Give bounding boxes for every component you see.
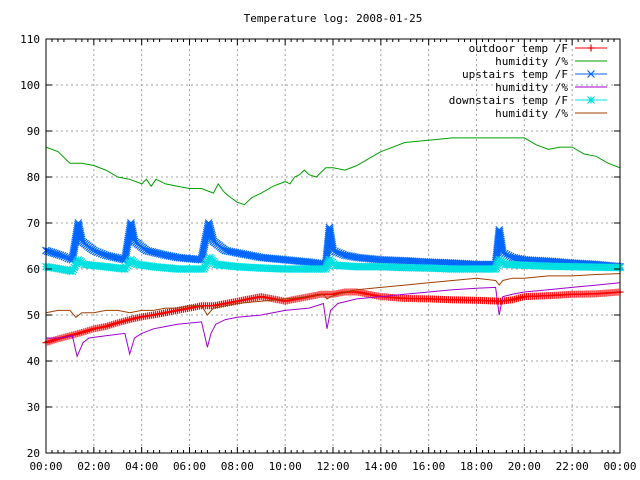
x-tick-label: 00:00 bbox=[603, 460, 636, 473]
data-point bbox=[587, 70, 595, 78]
x-tick-label: 06:00 bbox=[173, 460, 206, 473]
data-point bbox=[321, 265, 330, 273]
x-tick-label: 12:00 bbox=[316, 460, 349, 473]
x-tick-label: 04:00 bbox=[125, 460, 158, 473]
x-tick-label: 14:00 bbox=[364, 460, 397, 473]
x-tick-label: 02:00 bbox=[77, 460, 110, 473]
y-tick-label: 90 bbox=[27, 125, 40, 138]
data-point bbox=[323, 261, 332, 270]
x-tick-label: 16:00 bbox=[412, 460, 445, 473]
data-point bbox=[201, 261, 210, 270]
data-point bbox=[93, 248, 102, 257]
data-point bbox=[60, 252, 69, 261]
y-tick-label: 80 bbox=[27, 171, 40, 184]
data-point bbox=[69, 265, 78, 274]
data-point bbox=[337, 249, 345, 258]
data-point bbox=[89, 246, 98, 255]
y-tick-label: 110 bbox=[20, 33, 40, 46]
axes: 20 30 40 50 60 70 80 90 100 110 00:00 02:00 04:00 06:… bbox=[20, 33, 636, 473]
data-point bbox=[504, 251, 513, 260]
data-point bbox=[502, 250, 511, 259]
y-tick-label: 40 bbox=[27, 355, 40, 368]
series-4 bbox=[46, 282, 621, 358]
legend-label: humidity /% bbox=[495, 107, 568, 120]
data-point bbox=[56, 251, 65, 260]
data-point bbox=[587, 44, 595, 52]
data-point bbox=[200, 263, 209, 272]
data-point bbox=[199, 265, 208, 273]
data-point bbox=[492, 263, 501, 272]
data-point bbox=[58, 252, 67, 260]
data-point bbox=[587, 96, 595, 104]
chart-title: Temperature log: 2008-01-25 bbox=[244, 12, 423, 25]
y-tick-label: 20 bbox=[27, 447, 40, 460]
legend-label: humidity /% bbox=[495, 81, 568, 94]
data-point bbox=[62, 253, 71, 262]
x-tick-label: 00:00 bbox=[29, 460, 62, 473]
series-2 bbox=[45, 137, 621, 206]
y-tick-label: 50 bbox=[27, 309, 40, 322]
x-tick-label: 20:00 bbox=[508, 460, 541, 473]
data-point bbox=[335, 248, 343, 257]
data-point bbox=[70, 263, 79, 272]
series-line bbox=[45, 273, 621, 318]
data-point bbox=[491, 265, 500, 273]
data-point bbox=[329, 246, 337, 255]
x-tick-label: 10:00 bbox=[269, 460, 302, 473]
series-layer bbox=[42, 137, 624, 358]
series-5 bbox=[42, 253, 624, 276]
x-tick-label: 18:00 bbox=[460, 460, 493, 473]
data-point bbox=[95, 248, 104, 257]
legend-label: humidity /% bbox=[495, 55, 568, 68]
legend-label: downstairs temp /F bbox=[449, 94, 568, 107]
legend-label: outdoor temp /F bbox=[469, 42, 568, 55]
series-6 bbox=[45, 273, 621, 318]
y-tick-label: 30 bbox=[27, 401, 40, 414]
x-tick-label: 08:00 bbox=[221, 460, 254, 473]
legend-label: upstairs temp /F bbox=[462, 68, 568, 81]
data-point bbox=[202, 259, 211, 268]
series-1 bbox=[42, 288, 624, 347]
data-point bbox=[333, 248, 341, 257]
data-point bbox=[68, 267, 77, 276]
data-point bbox=[71, 261, 80, 270]
data-point bbox=[322, 263, 331, 272]
data-point bbox=[331, 247, 339, 256]
data-point bbox=[73, 257, 82, 266]
series-line bbox=[46, 282, 621, 358]
y-tick-label: 60 bbox=[27, 263, 40, 276]
y-tick-label: 100 bbox=[20, 79, 40, 92]
data-point bbox=[97, 249, 106, 258]
data-point bbox=[494, 257, 503, 266]
y-tick-label: 70 bbox=[27, 217, 40, 230]
series-line bbox=[45, 137, 621, 206]
x-tick-label: 22:00 bbox=[556, 460, 589, 473]
data-point bbox=[498, 248, 507, 257]
data-point bbox=[493, 261, 501, 270]
data-point bbox=[91, 247, 100, 256]
